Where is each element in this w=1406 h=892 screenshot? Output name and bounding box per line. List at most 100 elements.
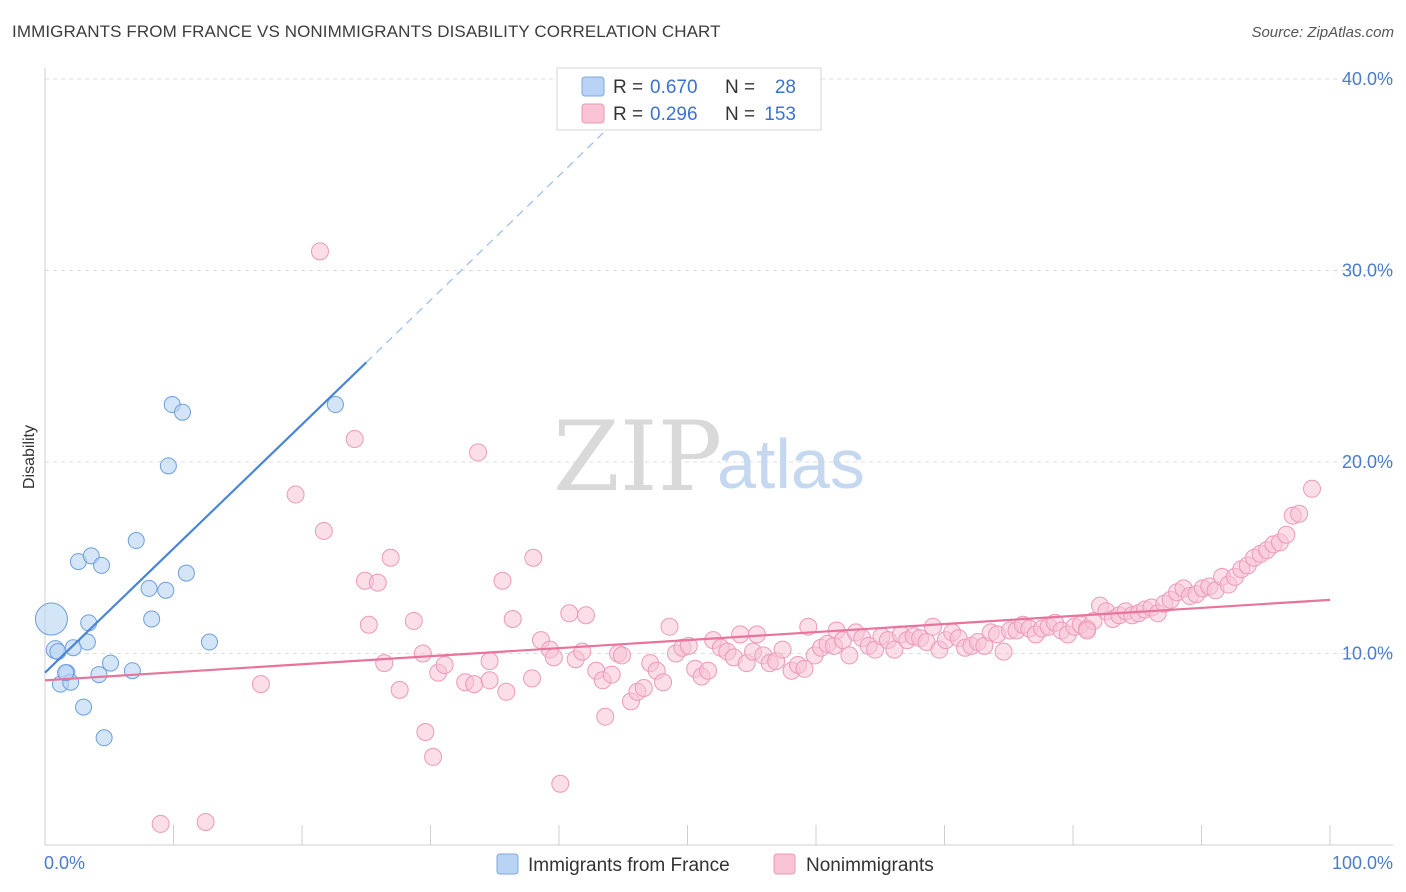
point-nonimmigrants-4 [310, 242, 329, 261]
legend-n-label-2: N = [725, 104, 755, 125]
point-nonimmigrants-18 [435, 655, 454, 674]
legend-r-label-2: R = [613, 104, 643, 125]
point-nonimmigrants-32 [551, 774, 570, 793]
point-immigrants-from-france-23 [177, 564, 195, 582]
series-nonimmigrants [151, 242, 1322, 833]
point-nonimmigrants-21 [469, 443, 488, 462]
point-nonimmigrants-9 [368, 573, 387, 592]
source-label: Source: ZipAtlas.com [1251, 24, 1394, 41]
legend-n-value-2: 153 [764, 104, 796, 125]
point-nonimmigrants-20 [465, 675, 484, 694]
y-tick-label-10: 10.0% [1342, 644, 1393, 664]
point-immigrants-from-france-22 [173, 403, 191, 421]
legend-r-label-1: R = [613, 77, 643, 98]
trend-line-immigrants-from-france [44, 361, 368, 674]
legend-n-label-1: N = [725, 77, 755, 98]
point-nonimmigrants-31 [544, 648, 563, 667]
point-immigrants-from-france-8 [78, 633, 96, 651]
bottom-legend-label-2: Nonimmigrants [806, 855, 934, 876]
point-nonimmigrants-26 [503, 610, 522, 629]
point-nonimmigrants-52 [679, 636, 698, 655]
point-immigrants-from-france-26 [49, 643, 67, 661]
y-tick-labels: 10.0% 20.0% 30.0% 40.0% [1342, 69, 1393, 664]
point-immigrants-from-france-18 [143, 610, 161, 628]
point-nonimmigrants-102 [994, 642, 1013, 661]
point-nonimmigrants-40 [602, 665, 621, 684]
point-nonimmigrants-14 [413, 644, 432, 663]
point-nonimmigrants-28 [524, 548, 543, 567]
point-nonimmigrants-2 [251, 675, 270, 694]
point-nonimmigrants-1 [196, 813, 215, 832]
point-nonimmigrants-24 [493, 571, 512, 590]
point-nonimmigrants-149 [1303, 479, 1322, 498]
point-nonimmigrants-85 [885, 640, 904, 659]
trend-line-immigrants-from-france-extension [365, 113, 624, 363]
point-immigrants-from-france-11 [90, 666, 108, 684]
bottom-legend-swatch-pink [773, 853, 796, 875]
point-nonimmigrants-27 [523, 669, 542, 688]
point-nonimmigrants-48 [654, 673, 673, 692]
point-immigrants-from-france-14 [102, 654, 120, 672]
point-immigrants-from-france-20 [159, 457, 177, 475]
point-nonimmigrants-25 [497, 682, 516, 701]
point-nonimmigrants-91 [923, 617, 942, 636]
legend-swatch-blue [581, 76, 605, 97]
point-nonimmigrants-3 [286, 485, 305, 504]
legend-box: R = 0.670 N = 28 R = 0.296 N = 153 [556, 67, 822, 131]
x-tick-label-max: 100.0% [1332, 853, 1393, 873]
point-immigrants-from-france-27 [57, 664, 75, 682]
point-nonimmigrants-10 [375, 654, 394, 673]
point-immigrants-from-france-24 [200, 633, 218, 651]
point-nonimmigrants-36 [576, 606, 595, 625]
point-nonimmigrants-12 [390, 680, 409, 699]
point-immigrants-from-france-0 [34, 602, 68, 636]
watermark-zip: ZIP [553, 401, 722, 513]
point-immigrants-from-france-16 [127, 532, 145, 550]
trend-line-nonimmigrants [44, 598, 1331, 682]
grid-lines [45, 78, 1393, 654]
trend-lines [44, 113, 1331, 682]
point-immigrants-from-france-17 [140, 579, 158, 597]
legend-r-value-1: 0.670 [650, 77, 698, 98]
y-tick-label-40: 40.0% [1342, 69, 1393, 89]
bottom-legend-label-1: Immigrants from France [528, 855, 730, 876]
point-immigrants-from-france-9 [80, 614, 98, 632]
y-tick-label-30: 30.0% [1342, 261, 1393, 281]
bottom-legend-swatch-blue [496, 853, 519, 875]
point-nonimmigrants-71 [799, 617, 818, 636]
point-immigrants-from-france-7 [75, 698, 93, 716]
point-nonimmigrants-13 [404, 611, 423, 630]
point-nonimmigrants-67 [773, 640, 792, 659]
point-nonimmigrants-11 [381, 548, 400, 567]
point-nonimmigrants-70 [795, 659, 814, 678]
point-nonimmigrants-0 [151, 814, 170, 833]
point-nonimmigrants-146 [1277, 525, 1296, 544]
point-immigrants-from-france-12 [93, 556, 111, 574]
point-nonimmigrants-49 [660, 617, 679, 636]
point-immigrants-from-france-13 [95, 729, 113, 747]
bottom-legend: Immigrants from France Nonimmigrants [496, 853, 934, 876]
point-nonimmigrants-78 [840, 646, 859, 665]
watermark-atlas: atlas [717, 425, 865, 503]
point-nonimmigrants-60 [731, 625, 750, 644]
point-nonimmigrants-148 [1290, 504, 1309, 523]
point-nonimmigrants-55 [699, 661, 718, 680]
point-nonimmigrants-8 [359, 615, 378, 634]
legend-r-value-2: 0.296 [650, 104, 698, 125]
x-tick-label-min: 0.0% [44, 853, 85, 873]
point-nonimmigrants-39 [596, 707, 615, 726]
point-nonimmigrants-42 [612, 646, 631, 665]
point-nonimmigrants-6 [345, 430, 364, 449]
point-nonimmigrants-45 [634, 678, 653, 697]
point-nonimmigrants-23 [480, 652, 499, 671]
axes [44, 68, 1393, 846]
point-immigrants-from-france-19 [157, 581, 175, 599]
point-nonimmigrants-150 [1078, 621, 1097, 640]
point-immigrants-from-france-5 [64, 639, 82, 657]
point-immigrants-from-france-15 [123, 662, 141, 680]
point-nonimmigrants-22 [480, 671, 499, 690]
point-nonimmigrants-33 [560, 604, 579, 623]
y-tick-label-20: 20.0% [1342, 452, 1393, 472]
legend-swatch-pink [581, 103, 605, 124]
